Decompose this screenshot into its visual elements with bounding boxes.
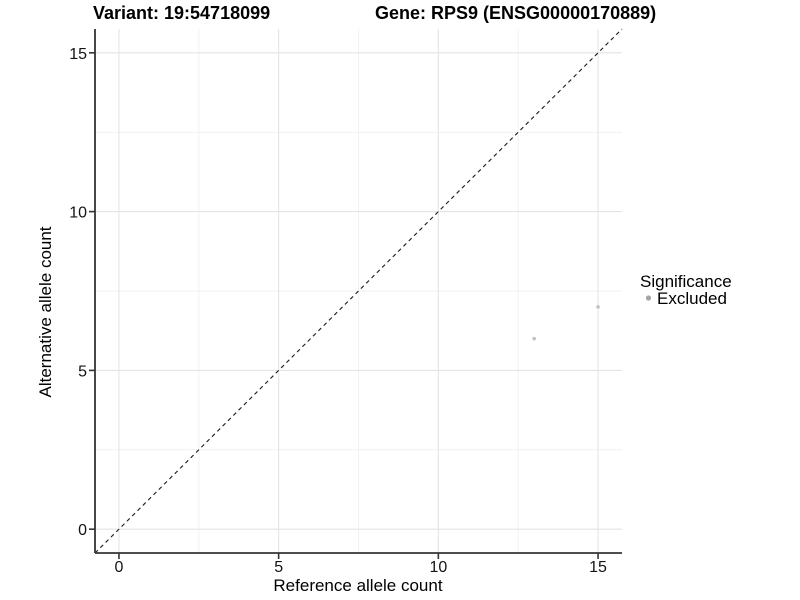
y-tick-label: 5 [78,363,87,380]
legend-key-circle-icon [645,295,652,301]
y-axis-title: Alternative allele count [36,226,55,397]
plot-title-variant: Variant: 19:54718099 [93,3,270,23]
y-tick-label: 0 [78,522,87,539]
data-point [532,336,536,341]
y-tick-label: 10 [69,205,87,222]
legend-title: Significance [640,272,732,291]
legend-entry-label: Excluded [657,289,727,308]
x-tick-label: 0 [115,559,124,576]
x-tick-label: 15 [589,559,607,576]
x-tick-label: 10 [429,559,447,576]
x-tick-label: 5 [274,559,283,576]
y-tick-label: 15 [69,46,87,63]
plot-title-gene: Gene: RPS9 (ENSG00000170889) [375,3,656,23]
legend: Significance Excluded [640,272,732,308]
data-point [596,305,600,309]
x-axis-title: Reference allele count [273,576,442,595]
identity-line [94,28,623,554]
plot-layers: 0 5 10 15 0 5 10 15 [69,28,623,576]
